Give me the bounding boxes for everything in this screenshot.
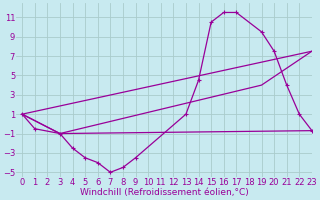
X-axis label: Windchill (Refroidissement éolien,°C): Windchill (Refroidissement éolien,°C) [79, 188, 248, 197]
